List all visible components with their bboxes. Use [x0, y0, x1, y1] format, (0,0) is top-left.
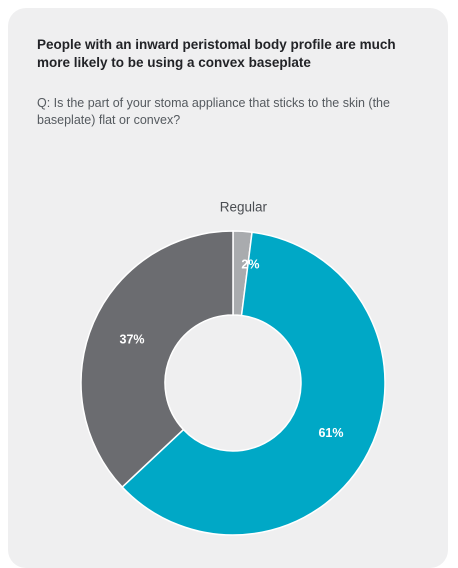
slice-value-label-1: 2%: [241, 257, 259, 271]
survey-question: Q: Is the part of your stoma appliance t…: [37, 96, 390, 127]
donut-slices: [80, 230, 386, 536]
donut-labels: 2% Regular 61% 37%: [120, 199, 344, 440]
slice-value-label-3: 37%: [120, 332, 145, 346]
donut-slice-2: [121, 231, 386, 536]
slice-category-label-1: Regular: [220, 199, 268, 214]
chart-headline: People with an inward peristomal body pr…: [37, 37, 396, 70]
donut-chart: 2% Regular 61% 37%: [80, 199, 386, 536]
slice-value-label-2: 61%: [318, 426, 343, 440]
donut-slice-3: [80, 230, 234, 489]
